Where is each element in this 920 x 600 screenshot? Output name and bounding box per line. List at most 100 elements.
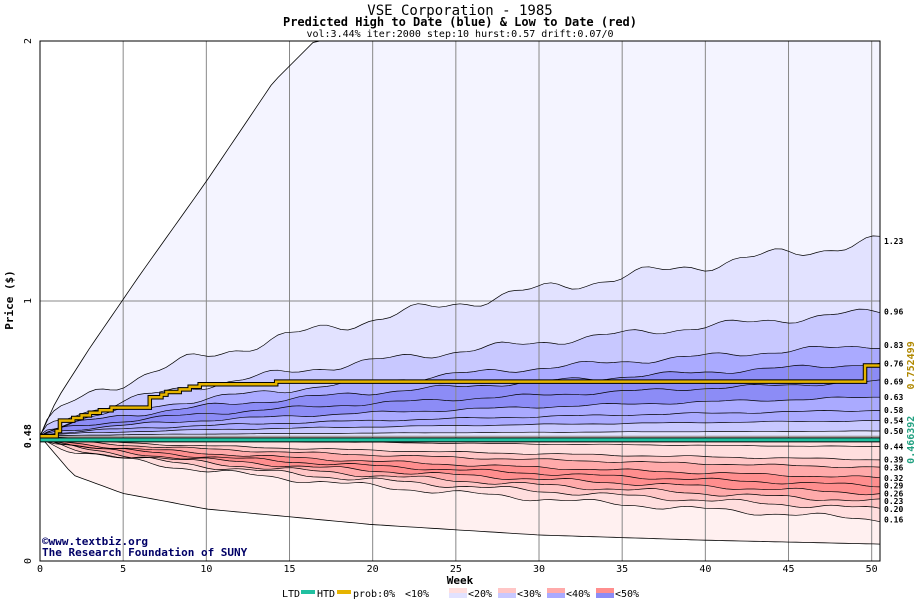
high-quantile-line-8: [39, 430, 880, 437]
x-tick-label-8: 40: [699, 564, 711, 575]
high-quantile-line-5: [39, 396, 880, 437]
right-value-label-1: 0.466392: [906, 416, 917, 464]
high-quantile-line-4: [39, 379, 881, 438]
high-probability-band-5: [40, 379, 880, 437]
plot-area: 0 5 10 15 20 25 30 35 40 45 5000.48121.230.960.830…: [23, 38, 917, 575]
end-value-label-0: 1.23: [884, 237, 903, 246]
low-quantile-line-8: [39, 435, 881, 523]
legend-swatch-4-high: [596, 593, 614, 598]
x-tick-label-3: 15: [283, 564, 295, 575]
end-value-label-9: 0.44: [884, 443, 903, 452]
high-quantile-line-2: [39, 345, 881, 436]
legend-ltd-swatch: [301, 590, 315, 594]
legend-swatch-2-high: [498, 593, 516, 598]
legend-swatch-2-low: [498, 588, 516, 593]
low-quantile-line-6: [39, 436, 881, 502]
high-probability-band-7: [40, 410, 880, 437]
y-tick-label-0: 0: [23, 558, 34, 564]
end-value-label-8: 0.50: [884, 427, 903, 436]
low-probability-band-4: [40, 435, 880, 487]
x-tick-label-0: 0: [37, 564, 43, 575]
legend: LTD HTD prob:0% <10% <20% <30% <40% <50%: [282, 588, 639, 600]
y-tick-label-2: 1: [23, 298, 34, 304]
end-value-label-7: 0.54: [884, 417, 903, 426]
lower-envelope-line: [39, 435, 881, 545]
legend-ltd-label: LTD: [282, 589, 300, 600]
legend-swatch-1-low: [449, 588, 467, 593]
low-quantile-line-3: [39, 435, 881, 479]
high-probability-band-0: [40, 41, 880, 437]
x-tick-label-2: 10: [200, 564, 212, 575]
y-tick-label-1: 0.48: [23, 424, 34, 448]
credit-org: The Research Foundation of SUNY: [42, 546, 248, 559]
low-probability-band-5: [40, 436, 880, 495]
high-quantile-line-6: [39, 410, 880, 437]
end-value-label-12: 0.32: [884, 474, 903, 483]
end-value-label-16: 0.20: [884, 505, 903, 514]
end-value-label-11: 0.36: [884, 463, 903, 472]
x-tick-label-4: 20: [367, 564, 379, 575]
low-quantile-line-2: [39, 435, 881, 469]
low-quantile-line-1: [39, 435, 881, 461]
y-tick-label-3: 2: [23, 38, 34, 44]
x-tick-label-7: 35: [616, 564, 628, 575]
end-value-label-15: 0.23: [884, 497, 903, 506]
legend-item-3: <40%: [566, 589, 590, 600]
legend-htd-label: HTD: [317, 589, 335, 600]
legend-swatch-3-low: [547, 588, 565, 593]
legend-swatch-1-high: [449, 593, 467, 598]
high-probability-band-6: [40, 397, 880, 437]
x-tick-label-5: 25: [450, 564, 462, 575]
low-probability-band-8: [40, 435, 880, 522]
x-tick-label-6: 30: [533, 564, 545, 575]
end-value-label-10: 0.39: [884, 456, 903, 465]
high-probability-band-9: [40, 430, 880, 437]
high-quantile-line-0: [39, 235, 881, 437]
high-probability-band-3: [40, 346, 880, 437]
right-value-label-0: 0.752499: [906, 341, 917, 389]
high-quantile-line-7: [39, 420, 881, 437]
low-quantile-line-7: [39, 436, 881, 509]
low-quantile-line-5: [39, 436, 881, 496]
high-probability-band-1: [40, 235, 880, 437]
low-probability-band-6: [40, 436, 880, 501]
low-probability-band-2: [40, 436, 880, 468]
legend-item-1: <20%: [468, 589, 492, 600]
x-tick-label-10: 50: [866, 564, 878, 575]
high-probability-band-2: [40, 309, 880, 436]
legend-item-4: <50%: [615, 589, 639, 600]
end-value-label-14: 0.26: [884, 489, 903, 498]
y-axis-label: Price ($): [3, 270, 16, 330]
chart-params: vol:3.44% iter:2000 step:10 hurst:0.57 d…: [306, 29, 613, 40]
legend-prob-label: prob:0%: [353, 589, 395, 600]
end-value-label-3: 0.76: [884, 359, 903, 368]
low-probability-band-9: [40, 435, 880, 545]
x-tick-label-1: 5: [120, 564, 126, 575]
high-probability-band-8: [40, 420, 880, 437]
end-value-label-4: 0.69: [884, 378, 903, 387]
end-value-label-5: 0.63: [884, 393, 903, 402]
end-value-label-1: 0.96: [884, 307, 903, 316]
high-quantile-line-3: [39, 362, 881, 437]
end-value-label-17: 0.16: [884, 515, 903, 524]
legend-swatch-4-low: [596, 588, 614, 593]
end-value-label-6: 0.58: [884, 406, 903, 415]
legend-swatch-0: [395, 588, 404, 598]
x-axis-label: Week: [447, 574, 474, 587]
htd-line: [40, 364, 880, 438]
legend-item-2: <30%: [517, 589, 541, 600]
chart-title: VSE Corporation - 1985: [367, 3, 552, 19]
low-probability-band-3: [40, 435, 880, 478]
legend-htd-swatch: [337, 590, 351, 594]
plot-frame: [39, 40, 881, 562]
credit-copyright: ©www.textbiz.org: [42, 535, 148, 548]
low-probability-band-7: [40, 436, 880, 509]
low-quantile-line-4: [39, 435, 881, 488]
end-value-label-13: 0.29: [884, 482, 903, 491]
chart-subtitle: Predicted High to Date (blue) & Low to D…: [283, 15, 637, 29]
x-tick-label-9: 45: [782, 564, 794, 575]
legend-swatch-3-high: [547, 593, 565, 598]
legend-item-0: <10%: [405, 589, 429, 600]
end-value-label-2: 0.83: [884, 341, 903, 350]
